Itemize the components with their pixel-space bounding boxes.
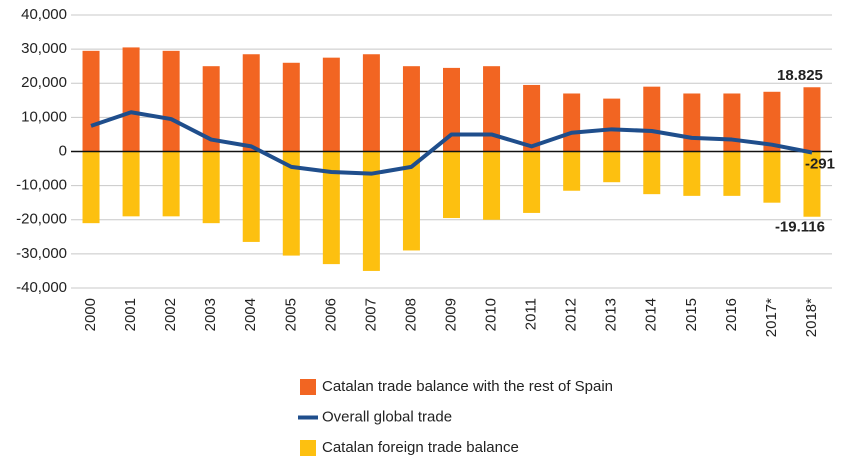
y-tick-label: -20,000: [16, 211, 67, 228]
bar: [443, 67, 460, 152]
bar: [483, 66, 501, 152]
bar: [523, 151, 541, 213]
bar: [402, 66, 420, 152]
x-tick-label: 2010: [483, 298, 500, 331]
x-tick-label: 2001: [122, 298, 139, 331]
x-tick-label: 2009: [442, 298, 459, 331]
x-tick-label: 2012: [563, 298, 580, 331]
legend-swatch: [300, 440, 316, 456]
bar: [362, 151, 380, 271]
x-tick-label: 2007: [362, 298, 379, 331]
bar: [803, 151, 821, 217]
bar: [723, 93, 741, 152]
x-tick-label: 2018*: [803, 298, 820, 337]
bar: [242, 151, 260, 242]
bar: [402, 151, 420, 251]
line: [90, 110, 813, 176]
bar: [603, 98, 621, 152]
x-tick-label: 2005: [282, 298, 299, 331]
bar: [82, 50, 100, 152]
x-tick-label: 2013: [603, 298, 620, 331]
bar: [282, 151, 300, 256]
bar: [683, 93, 701, 152]
bar: [162, 151, 180, 217]
bar: [443, 151, 460, 219]
data-label: -19.116: [775, 219, 825, 236]
x-tick-label: 2015: [683, 298, 700, 331]
bar: [763, 151, 781, 203]
x-tick-label: 2008: [402, 298, 419, 331]
y-tick-label: -30,000: [16, 245, 67, 262]
x-tick-label: 2000: [82, 298, 99, 331]
legend-label: Catalan trade balance with the rest of S…: [322, 378, 613, 395]
bar: [322, 151, 340, 265]
bar: [322, 57, 340, 152]
bar: [202, 66, 220, 152]
y-tick-label: 10,000: [21, 108, 67, 125]
x-tick-label: 2016: [723, 298, 740, 331]
bar: [563, 151, 581, 191]
bar: [763, 91, 781, 152]
bar: [242, 54, 260, 152]
y-tick-label: 30,000: [21, 40, 67, 57]
legend-label: Overall global trade: [322, 408, 452, 425]
legend-swatch: [300, 379, 316, 395]
bar: [643, 151, 661, 195]
y-tick-label: -40,000: [16, 279, 67, 296]
bar: [122, 151, 140, 217]
bar: [202, 151, 220, 224]
x-tick-label: 2011: [523, 298, 540, 330]
legend-label: Catalan foreign trade balance: [322, 439, 519, 456]
bar: [362, 54, 380, 152]
bar: [683, 151, 701, 196]
bar: [723, 151, 741, 196]
y-tick-label: 0: [59, 142, 67, 159]
data-label: -291: [805, 155, 835, 172]
bar: [803, 87, 821, 152]
bar: [82, 151, 100, 224]
bar: [162, 50, 180, 152]
y-tick-label: 20,000: [21, 74, 67, 91]
y-tick-label: -10,000: [16, 177, 67, 194]
bar: [282, 62, 300, 152]
bar: [483, 151, 501, 220]
bar: [603, 151, 621, 183]
bar: [563, 93, 581, 152]
x-tick-label: 2002: [162, 298, 179, 331]
data-label: 18.825: [777, 67, 823, 84]
y-tick-label: 40,000: [21, 6, 67, 23]
bar: [122, 47, 140, 152]
x-tick-label: 2017*: [763, 298, 780, 337]
bar: [643, 86, 661, 152]
bar: [523, 84, 541, 152]
x-tick-label: 2014: [643, 298, 660, 331]
x-tick-label: 2006: [322, 298, 339, 331]
x-tick-label: 2004: [242, 298, 259, 331]
x-tick-label: 2003: [202, 298, 219, 331]
